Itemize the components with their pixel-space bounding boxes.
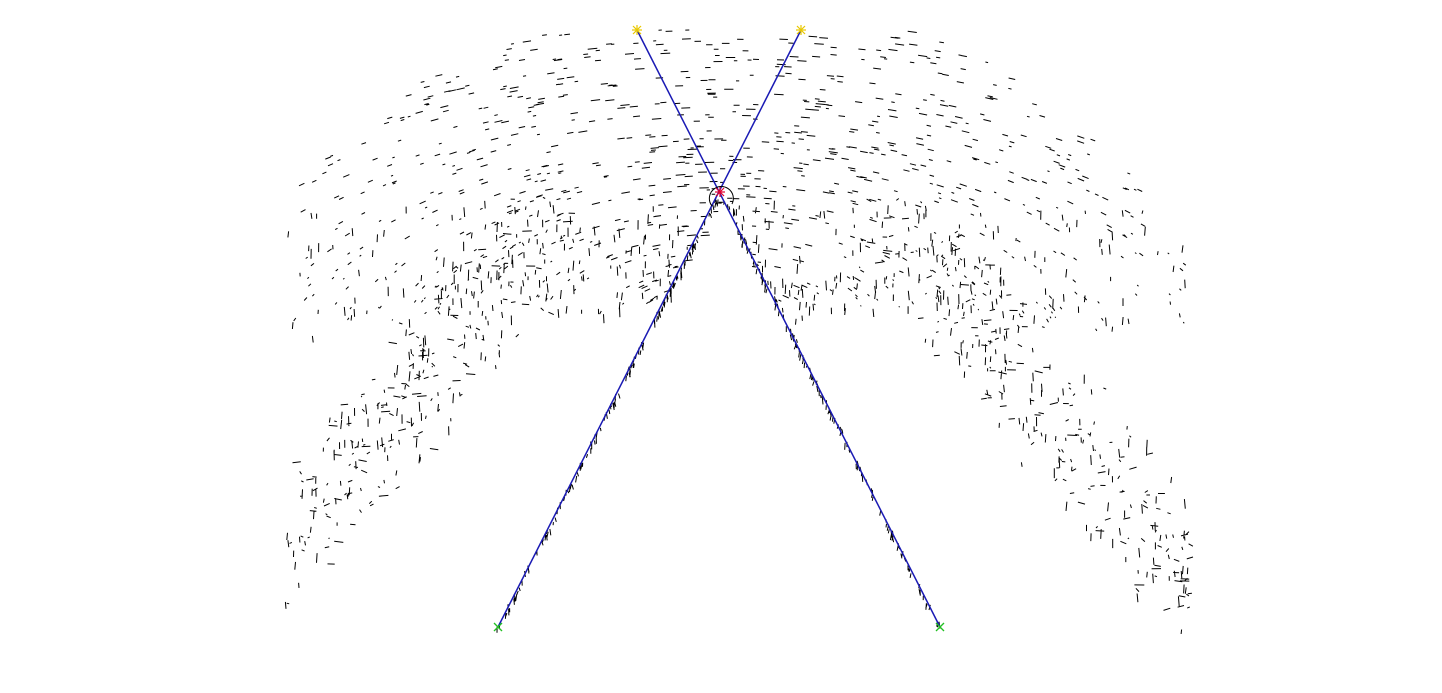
- fitted-lines: [497, 29, 941, 628]
- red-star-icon: [715, 187, 725, 197]
- yellow-star-icon: [632, 25, 642, 35]
- edge-points: [284, 29, 1194, 635]
- apex-circle: [708, 186, 734, 207]
- fitted-line-right: [636, 29, 941, 628]
- green-x-icon: [493, 622, 503, 632]
- yellow-star-icon: [796, 25, 806, 35]
- green-x-icon: [935, 622, 945, 632]
- fitted-line-left: [497, 29, 802, 628]
- markers: [493, 25, 945, 632]
